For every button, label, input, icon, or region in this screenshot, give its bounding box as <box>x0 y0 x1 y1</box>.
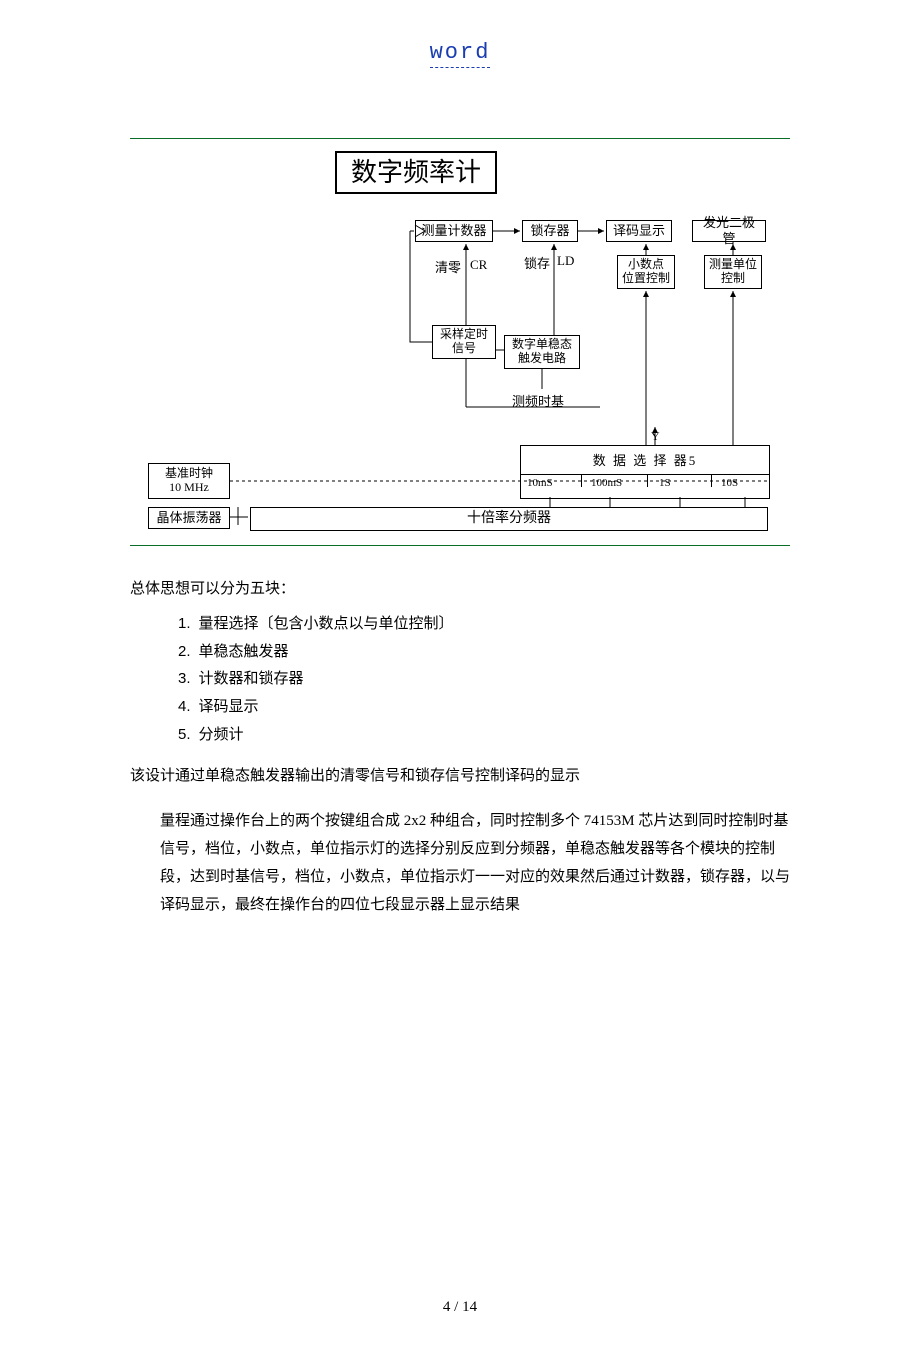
five-blocks-list: 1.量程选择〔包含小数点以与单位控制〕 2.单稳态触发器 3.计数器和锁存器 4… <box>130 610 790 749</box>
item-3: 译码显示 <box>199 698 259 715</box>
item-4: 分频计 <box>199 726 244 743</box>
design-line: 该设计通过单稳态触发器输出的清零信号和锁存信号控制译码的显示 <box>130 763 790 791</box>
top-rule <box>130 138 790 139</box>
diagram-connectors <box>130 145 790 545</box>
main-paragraph: 量程通过操作台上的两个按键组合成 2x2 种组合，同时控制多个 74153M 芯… <box>130 808 790 919</box>
list-item: 4.译码显示 <box>178 693 790 721</box>
header-word: word <box>430 40 491 68</box>
list-item: 5.分频计 <box>178 721 790 749</box>
item-0: 量程选择〔包含小数点以与单位控制〕 <box>199 615 454 632</box>
item-2: 计数器和锁存器 <box>199 670 304 687</box>
intro-line: 总体思想可以分为五块： <box>130 576 790 604</box>
body-text: 总体思想可以分为五块： 1.量程选择〔包含小数点以与单位控制〕 2.单稳态触发器… <box>130 576 790 919</box>
block-diagram: 数字频率计 测量计数器 锁存器 译码显示 发光二极管 小数点 位置控制 测量单位… <box>130 145 790 546</box>
item-1: 单稳态触发器 <box>199 643 289 660</box>
list-item: 1.量程选择〔包含小数点以与单位控制〕 <box>178 610 790 638</box>
list-item: 3.计数器和锁存器 <box>178 665 790 693</box>
document-page: word 数字频率计 测量计数器 锁存器 译码显示 发光二极管 小数点 位置控制… <box>0 0 920 1356</box>
list-item: 2.单稳态触发器 <box>178 638 790 666</box>
header: word <box>130 40 790 108</box>
